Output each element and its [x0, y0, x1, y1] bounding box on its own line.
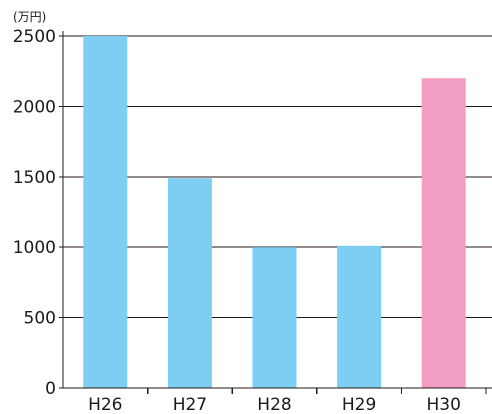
bar-h28 — [252, 247, 297, 388]
y-tick-label: 1000 — [13, 238, 56, 258]
bar-h27 — [167, 178, 212, 388]
y-tick-label: 500 — [24, 309, 56, 329]
x-tick-label: H27 — [173, 395, 207, 414]
y-axis-unit-label: (万円) — [13, 10, 46, 24]
y-tick-label: 2500 — [13, 27, 56, 47]
bar-h26 — [83, 36, 128, 388]
axes — [59, 31, 492, 394]
x-tick-labels: H26 H27 H28 H29 H30 — [88, 395, 461, 414]
y-tick-label: 0 — [45, 379, 56, 399]
bars — [83, 36, 466, 389]
gridlines — [59, 35, 492, 319]
bar-h29 — [337, 245, 382, 388]
x-tick-label: H30 — [426, 395, 460, 414]
y-tick-labels: 0 500 1000 1500 2000 2500 — [13, 27, 56, 399]
bar-h30 — [421, 78, 466, 389]
x-tick-label: H29 — [342, 395, 376, 414]
y-tick-label: 1500 — [13, 168, 56, 188]
x-tick-label: H28 — [257, 395, 291, 414]
y-tick-label: 2000 — [13, 97, 56, 117]
x-tick-label: H26 — [88, 395, 122, 414]
